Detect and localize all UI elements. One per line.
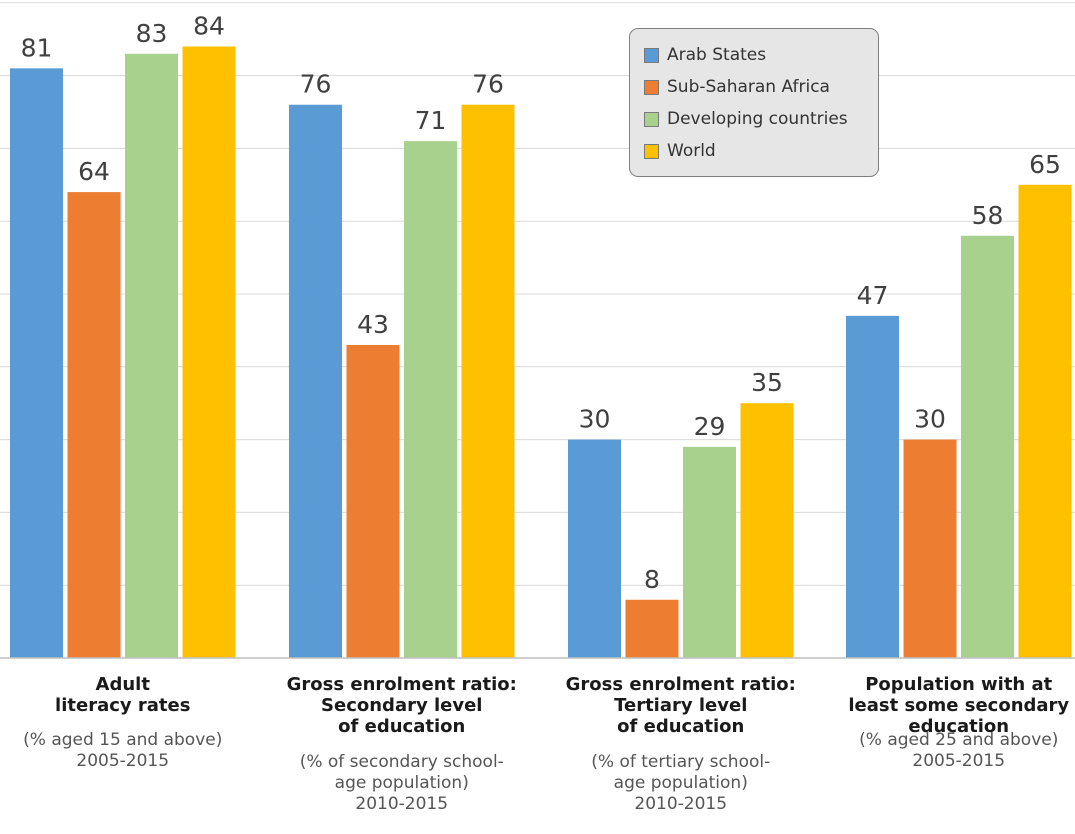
value-label-developing-countries-4: 58	[972, 201, 1004, 230]
bars	[10, 46, 1072, 659]
bar-developing-countries-4	[961, 235, 1014, 658]
legend-label: Sub-Saharan Africa	[667, 77, 830, 97]
category-title-line: of education	[617, 716, 745, 737]
value-label-developing-countries-3: 29	[694, 412, 726, 441]
category-title-line: Gross enrolment ratio:	[565, 674, 796, 695]
value-label-arab-states-1: 81	[21, 33, 53, 62]
bar-world-1	[182, 46, 236, 659]
bar-developing-countries-3	[683, 446, 736, 658]
value-label-sub-saharan-africa-1: 64	[78, 157, 110, 186]
category-subtitle-line: 2005-2015	[76, 751, 170, 771]
category-subtitle-1: (% aged 15 and above) 2005-2015	[0, 730, 258, 772]
category-title-line: least some secondary	[848, 695, 1070, 716]
legend-item-developing-countries: Developing countries	[644, 103, 878, 135]
legend-label: World	[667, 141, 716, 161]
value-label-developing-countries-2: 71	[415, 106, 447, 135]
bar-developing-countries-2	[404, 141, 457, 658]
category-title-line: Population with at	[865, 674, 1053, 695]
category-subtitle-line: 2005-2015	[912, 751, 1006, 771]
category-subtitle-line: (% of tertiary school-	[591, 752, 771, 772]
legend-item-sub-saharan-africa: Sub-Saharan Africa	[644, 71, 878, 103]
legend-swatch	[644, 111, 659, 127]
category-title-line: education	[908, 716, 1010, 737]
category-subtitle-line: (% aged 25 and above)	[859, 730, 1059, 750]
bar-sub-saharan-africa-4	[903, 439, 957, 658]
category-title-line: literacy rates	[55, 695, 191, 716]
category-title-line: Tertiary level	[614, 695, 748, 716]
legend-swatch	[644, 79, 659, 95]
value-label-world-2: 76	[472, 70, 504, 99]
category-title-line: Secondary level	[321, 695, 483, 716]
legend-swatch	[644, 47, 659, 63]
category-subtitle-line: (% of secondary school-	[299, 752, 504, 772]
category-subtitle-2: (% of secondary school-age population) 20…	[267, 752, 537, 815]
legend-label: Developing countries	[667, 109, 848, 129]
category-title-line: of education	[338, 716, 466, 737]
category-subtitle-line: 2010-2015	[634, 794, 728, 814]
category-title-line: Gross enrolment ratio:	[286, 674, 517, 695]
category-title-3: Gross enrolment ratio: Tertiary level of e…	[546, 674, 816, 737]
value-label-world-1: 84	[193, 11, 225, 40]
legend-item-arab-states: Arab States	[644, 39, 878, 71]
category-subtitle-line: age population)	[613, 773, 748, 793]
legend: Arab States Sub-Saharan Africa Developing …	[629, 28, 879, 177]
category-subtitle-line: 2010-2015	[355, 794, 449, 814]
value-label-world-3: 35	[751, 368, 783, 397]
bar-arab-states-3	[568, 439, 621, 658]
legend-item-world: World	[644, 135, 878, 167]
value-label-developing-countries-1: 83	[136, 19, 168, 48]
bar-arab-states-4	[846, 315, 899, 658]
category-title-4: Population with at least some secondary ed…	[824, 674, 1075, 737]
legend-label: Arab States	[667, 45, 767, 65]
bar-sub-saharan-africa-2	[346, 344, 400, 658]
category-title-1: Adult literacy rates	[0, 674, 258, 716]
value-label-arab-states-3: 30	[579, 405, 611, 434]
value-label-sub-saharan-africa-4: 30	[914, 405, 946, 434]
category-subtitle-line: (% aged 15 and above)	[23, 730, 223, 750]
value-label-sub-saharan-africa-3: 8	[644, 565, 660, 594]
category-title-2: Gross enrolment ratio: Secondary level of …	[267, 674, 537, 737]
category-subtitle-line: age population)	[334, 773, 469, 793]
value-label-world-4: 65	[1029, 150, 1061, 179]
value-labels: 81 76 30 47 64 43 8 30 83 71 29 58 84 76 35 65	[21, 11, 1061, 593]
value-label-arab-states-4: 47	[857, 281, 889, 310]
bar-sub-saharan-africa-3	[625, 599, 679, 658]
bar-world-2	[461, 104, 515, 659]
value-label-arab-states-2: 76	[300, 70, 332, 99]
bar-arab-states-2	[289, 104, 342, 659]
bar-developing-countries-1	[125, 53, 178, 658]
bar-arab-states-1	[10, 68, 63, 658]
category-title-line: Adult	[95, 674, 150, 695]
legend-swatch	[644, 143, 659, 159]
gridlines	[0, 2, 1075, 586]
value-label-sub-saharan-africa-2: 43	[357, 310, 389, 339]
bar-world-3	[740, 403, 794, 658]
category-subtitle-3: (% of tertiary school-age population) 201…	[546, 752, 816, 815]
bar-sub-saharan-africa-1	[67, 192, 121, 658]
category-subtitle-4: (% aged 25 and above) 2005-2015	[824, 730, 1075, 772]
bar-world-4	[1018, 184, 1072, 659]
